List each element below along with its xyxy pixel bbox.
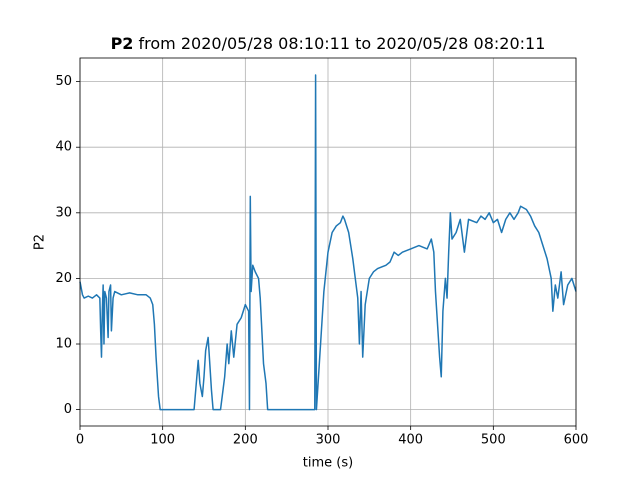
title-rest: from 2020/05/28 08:10:11 to 2020/05/28 0…	[139, 34, 546, 53]
y-axis-label: P2	[33, 234, 48, 250]
chart-title: P2 from 2020/05/28 08:10:11 to 2020/05/2…	[111, 34, 546, 53]
data-line	[79, 74, 577, 411]
x-tick-label: 400	[398, 433, 423, 448]
x-tick-label: 0	[76, 433, 84, 448]
y-tick-label: 40	[55, 140, 72, 155]
x-tick-label: 500	[481, 433, 506, 448]
x-tick-label: 200	[233, 433, 258, 448]
title-bold: P2	[111, 34, 134, 53]
x-tick-label: 100	[150, 433, 175, 448]
y-tick-label: 30	[55, 205, 72, 220]
y-tick-label: 50	[55, 74, 72, 89]
y-tick-label: 20	[55, 271, 72, 286]
y-tick-label: 0	[64, 402, 72, 417]
plot-frame	[79, 57, 577, 427]
y-tick-label: 10	[55, 337, 72, 352]
x-axis-label: time (s)	[303, 456, 353, 471]
x-tick-label: 300	[316, 433, 341, 448]
x-tick-label: 600	[564, 433, 589, 448]
